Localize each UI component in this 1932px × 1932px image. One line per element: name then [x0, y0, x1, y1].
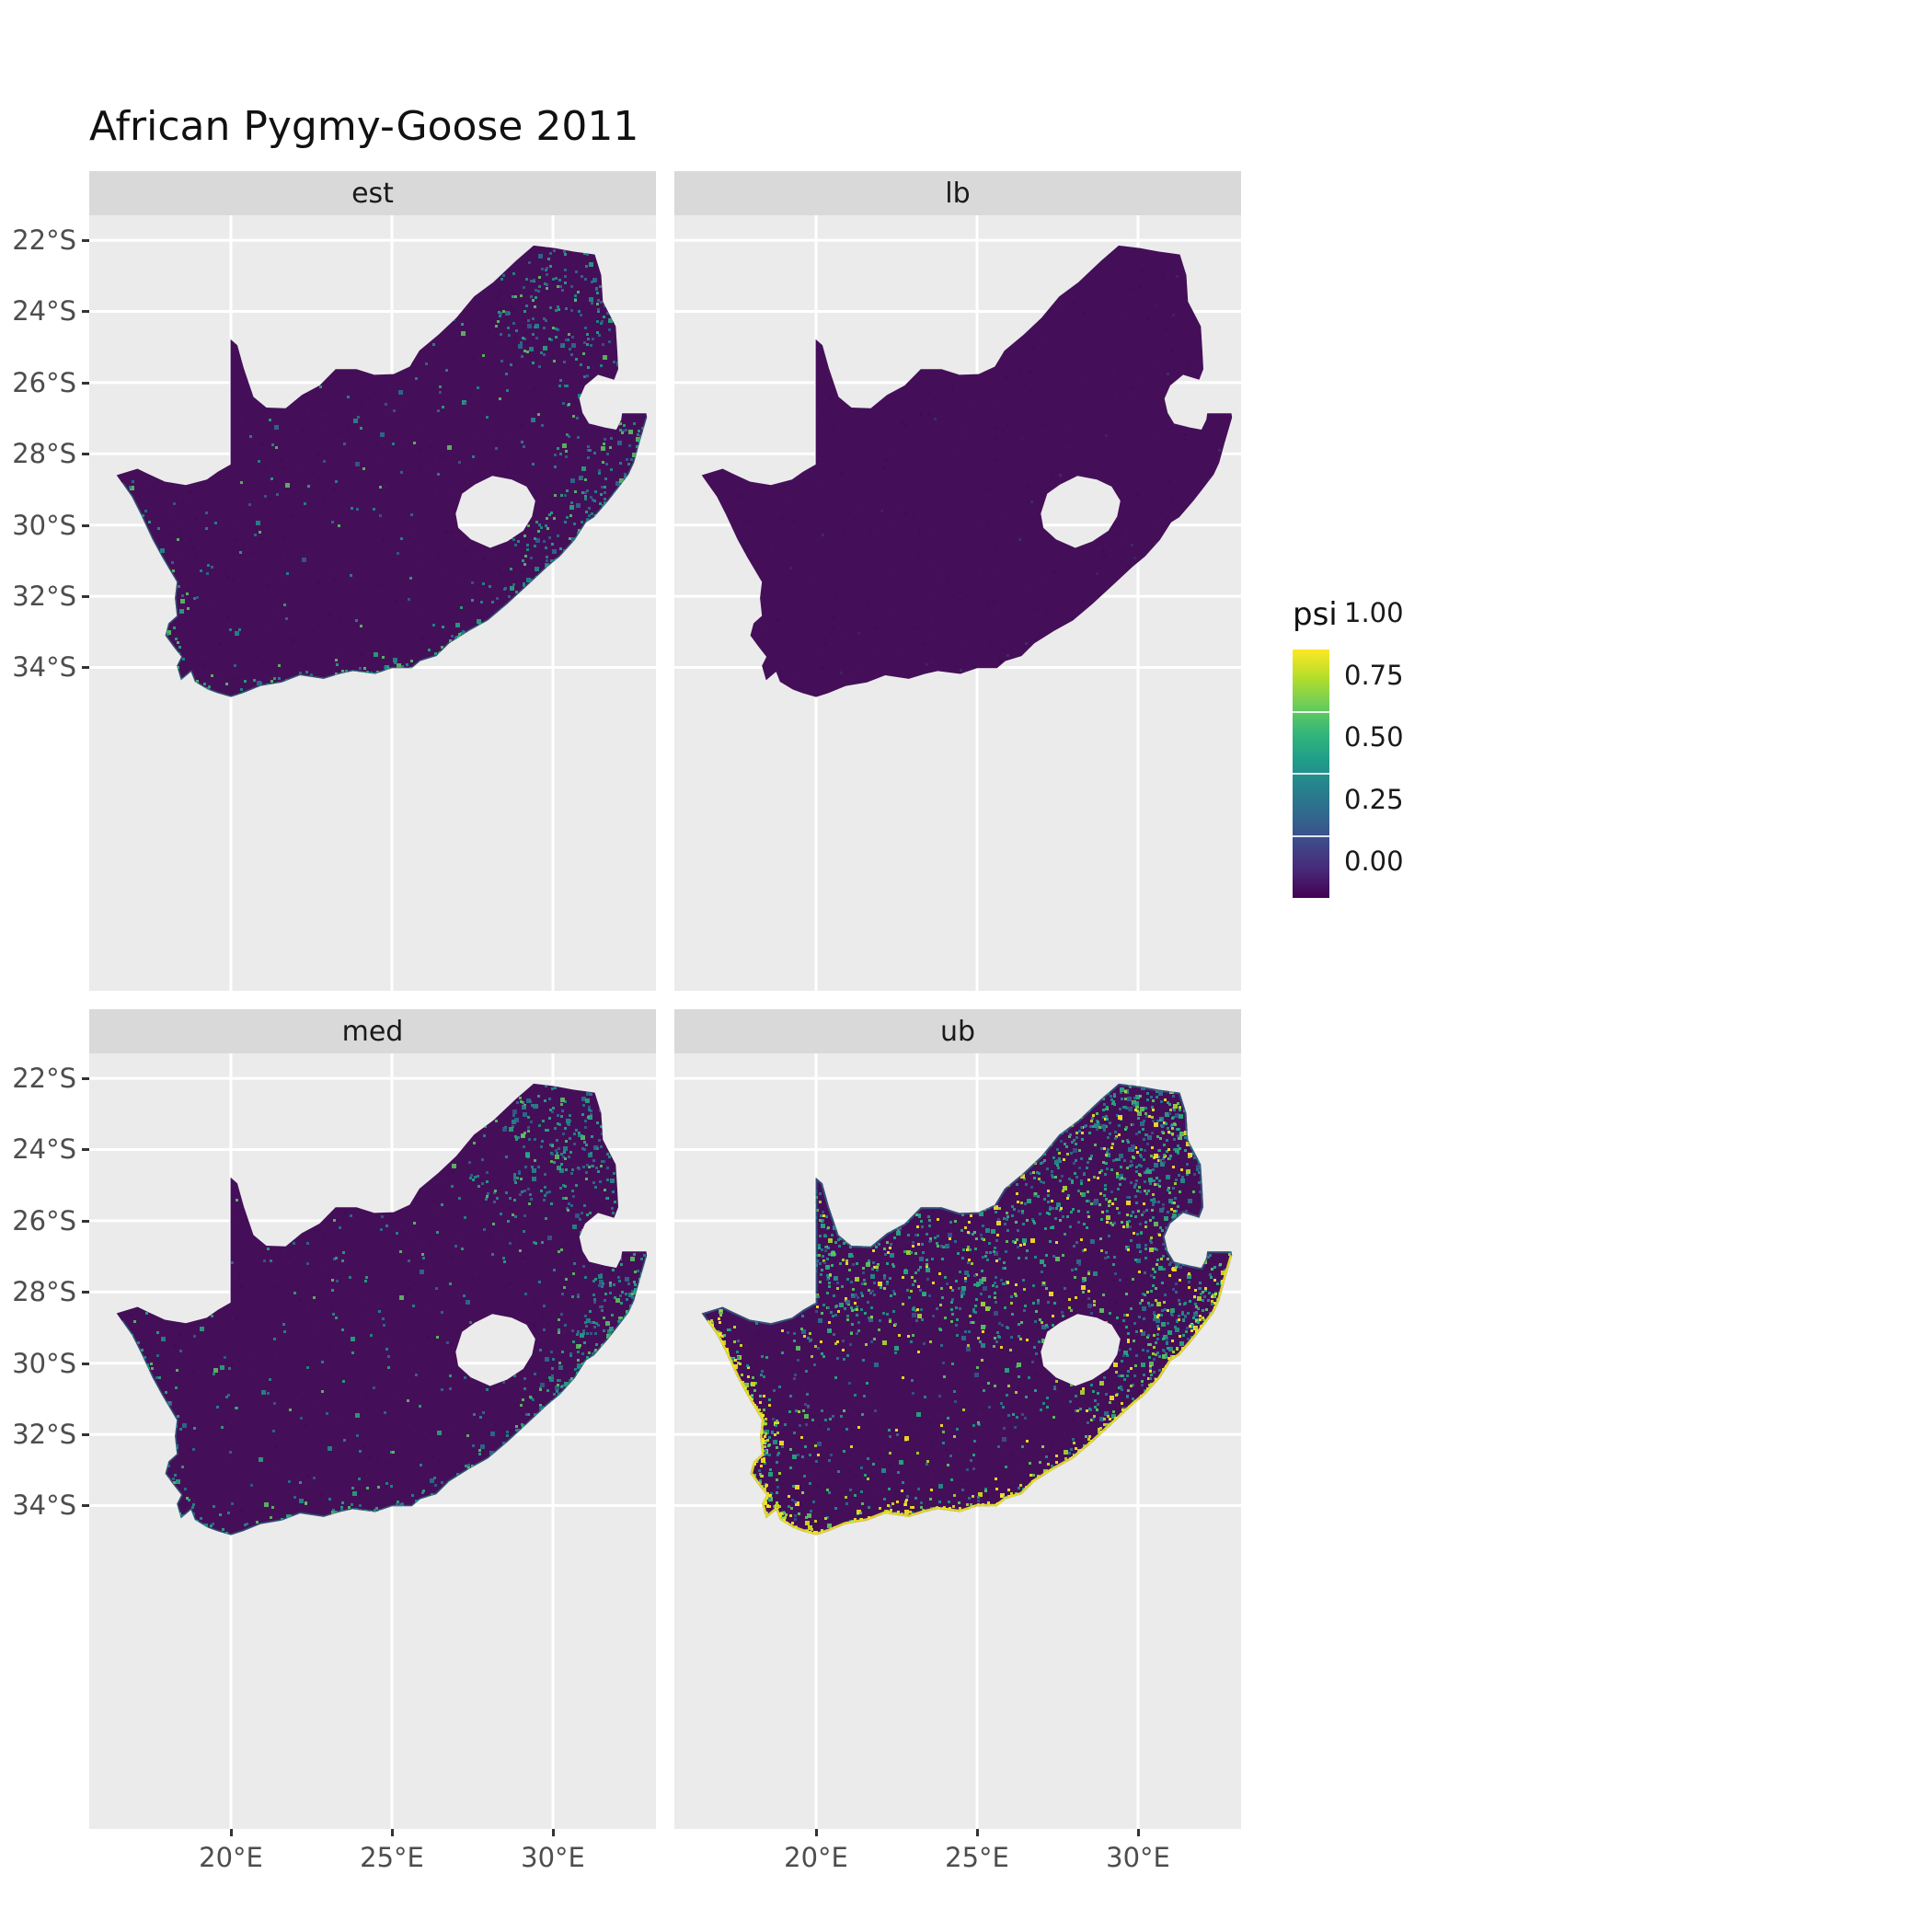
y-axis-tick [82, 381, 89, 385]
y-axis-label: 32°S [12, 581, 76, 613]
y-axis-label: 30°S [12, 1347, 76, 1379]
x-axis-label: 25°E [360, 1842, 424, 1873]
y-axis-label: 22°S [12, 224, 76, 257]
south-africa-shape [701, 245, 1233, 697]
x-axis-label: 20°E [784, 1842, 848, 1873]
facet-strip-est: est [89, 171, 656, 215]
legend-tick [1293, 773, 1329, 775]
map-panel-est [89, 215, 656, 991]
y-axis-tick [82, 1219, 89, 1223]
x-axis-label: 30°E [521, 1842, 585, 1873]
map-panel-med [89, 1053, 656, 1829]
south-africa-shape [701, 1083, 1233, 1535]
facet-strip-label-est: est [351, 177, 394, 210]
y-axis-label: 26°S [12, 1204, 76, 1236]
y-axis-tick [82, 595, 89, 599]
y-axis-tick [82, 1433, 89, 1437]
y-axis-label: 34°S [12, 651, 76, 684]
facet-strip-lb: lb [674, 171, 1241, 215]
y-axis-tick [82, 523, 89, 527]
y-axis-label: 26°S [12, 366, 76, 398]
y-axis-tick [82, 310, 89, 314]
y-axis-tick [82, 1077, 89, 1081]
y-axis-tick [82, 1291, 89, 1294]
y-axis-tick [82, 666, 89, 670]
y-axis-tick [82, 453, 89, 456]
x-axis-tick [552, 1829, 555, 1836]
legend-tick [1293, 834, 1329, 837]
x-axis-tick [230, 1829, 233, 1836]
x-axis-tick [976, 1829, 979, 1836]
x-axis-label: 20°E [199, 1842, 263, 1873]
south-africa-shape [116, 1083, 648, 1535]
y-axis-tick [82, 239, 89, 243]
map-panel-lb [674, 215, 1241, 991]
x-axis-tick [1137, 1829, 1140, 1836]
y-axis-tick [82, 1504, 89, 1508]
x-axis-label: 25°E [945, 1842, 1009, 1873]
facet-strip-med: med [89, 1009, 656, 1053]
facet-strip-label-ub: ub [939, 1015, 976, 1048]
map-panel-ub [674, 1053, 1241, 1829]
legend-label: 0.50 [1344, 721, 1404, 753]
y-axis-label: 28°S [12, 1276, 76, 1308]
y-axis-label: 30°S [12, 509, 76, 541]
facet-strip-ub: ub [674, 1009, 1241, 1053]
facet-strip-label-med: med [341, 1015, 404, 1048]
legend-label: 0.25 [1344, 783, 1404, 815]
y-axis-label: 22°S [12, 1063, 76, 1095]
facet-strip-label-lb: lb [945, 177, 971, 210]
legend-colorbar [1293, 650, 1329, 898]
x-axis-tick [815, 1829, 818, 1836]
y-axis-label: 24°S [12, 295, 76, 328]
y-axis-label: 32°S [12, 1419, 76, 1451]
y-axis-tick [82, 1362, 89, 1365]
legend-tick [1293, 710, 1329, 713]
y-axis-label: 34°S [12, 1489, 76, 1522]
y-axis-label: 28°S [12, 438, 76, 470]
legend-title: psi [1293, 596, 1338, 633]
x-axis-label: 30°E [1106, 1842, 1170, 1873]
legend-label: 0.00 [1344, 845, 1404, 877]
legend-psi: psi 1.00 0.75 0.50 0.25 0.00 [1293, 596, 1495, 898]
legend-label: 1.00 [1344, 597, 1404, 628]
y-axis-label: 24°S [12, 1133, 76, 1166]
x-axis-tick [391, 1829, 394, 1836]
legend-label: 0.75 [1344, 659, 1404, 691]
y-axis-tick [82, 1148, 89, 1152]
plot-title: African Pygmy-Goose 2011 [89, 103, 639, 150]
